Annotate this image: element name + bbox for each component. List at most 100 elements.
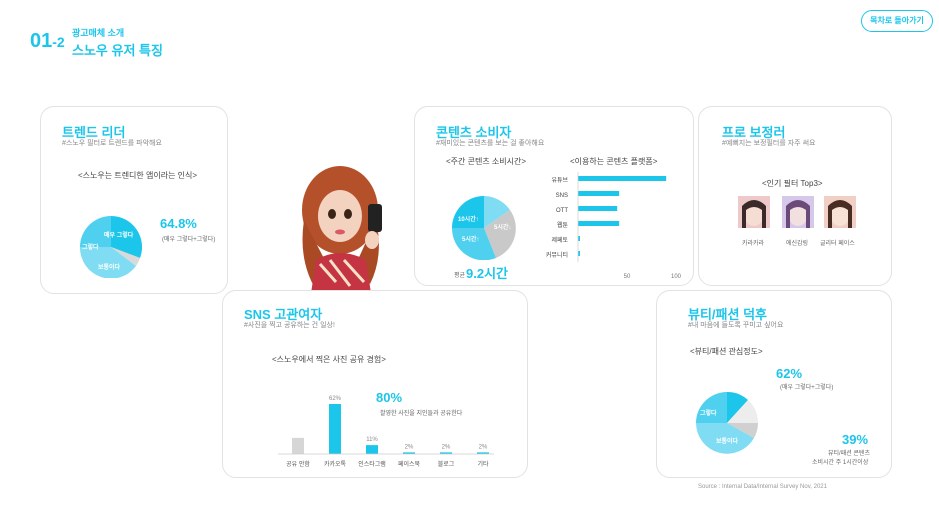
sns-subtitle: #사진을 찍고 공유하는 건 일상!	[244, 322, 335, 329]
sns-bar-value-4: 2%	[405, 444, 414, 450]
content-bar-label-6: 커뮤니티	[546, 251, 568, 259]
section-number-main: 01	[30, 30, 53, 52]
sns-bar-value-6: 2%	[479, 444, 488, 450]
content-pie-slice-1	[484, 196, 510, 228]
trend-question: <스노우는 트렌디한 앱이라는 인식>	[78, 171, 198, 180]
content-pie-label-3: 5시간↓	[494, 225, 512, 231]
toc-button[interactable]: 목차로 돌아가기	[861, 10, 933, 32]
filter-name-1: 카라카라	[742, 241, 765, 247]
beauty-pie-slice-2	[727, 400, 758, 423]
card-content-consumer	[414, 106, 694, 286]
trend-title: 트렌드 리더	[62, 125, 126, 140]
trend-pie-label-1: 매우 그렇다	[104, 233, 134, 239]
avatar-illustration	[302, 166, 382, 300]
content-pie-slice-3	[452, 228, 496, 260]
content-bar-4	[578, 221, 620, 226]
sns-bar-chart: 공유 안함 62% 카카오톡 11% 인스타그램 2% 페이스북 2% 블로그 2% 기타	[278, 396, 494, 468]
trend-pie-slice-1	[111, 216, 142, 258]
content-bar-2	[578, 191, 620, 196]
filter-name-2: 에신감링	[786, 241, 809, 247]
trend-pie-label-3: 보통이다	[98, 265, 121, 271]
trend-pie-chart	[80, 216, 142, 278]
content-pie-slice-2	[484, 210, 516, 258]
content-bar-6	[578, 251, 580, 256]
pro-title: 프로 보정러	[722, 125, 786, 140]
beauty-percent-2-note-1: 뷰티/패션 콘텐츠	[828, 451, 870, 457]
trend-pie-slice-4	[80, 216, 111, 247]
trend-percent-note: (매우 그렇다+그렇다)	[162, 237, 216, 243]
sns-bar-3	[366, 445, 378, 454]
content-bar-label-3: OTT	[556, 208, 568, 214]
sns-bar-value-5: 2%	[442, 444, 451, 450]
sns-bar-value-2: 62%	[329, 396, 342, 402]
sns-bar-label-5: 블로그	[438, 461, 455, 468]
sns-bar-6	[477, 452, 489, 454]
beauty-subtitle: #내 마음에 들도록 꾸미고 싶어요	[688, 322, 784, 329]
beauty-question: <뷰티/패션 관심정도>	[690, 347, 763, 356]
sns-bar-2	[329, 404, 341, 454]
beauty-percent-2: 39%	[842, 432, 869, 447]
sns-bar-label-2: 카카오톡	[324, 460, 347, 468]
beauty-title: 뷰티/패션 덕후	[688, 307, 767, 322]
beauty-pie-label-2: 보통이다	[716, 439, 739, 445]
filter-thumb-3	[824, 196, 856, 228]
content-pie-label-2: 5시간↑	[462, 237, 480, 243]
section-number: 01-2	[30, 30, 65, 53]
sns-bar-5	[440, 452, 452, 454]
beauty-pie-slice-1	[727, 392, 748, 423]
content-question-1: <주간 콘텐츠 소비시간>	[446, 157, 527, 166]
sns-bar-4	[403, 452, 415, 454]
sns-question: <스노우에서 찍은 사진 공유 경험>	[272, 355, 386, 364]
content-x-tick-1: 50	[624, 274, 631, 280]
content-pie-slice-4	[452, 196, 484, 228]
beauty-percent-1-note: (매우 그렇다+그렇다)	[780, 385, 834, 391]
content-bar-label-4: 웹툰	[557, 221, 569, 229]
content-pie-chart	[452, 196, 516, 260]
content-bar-5	[578, 236, 580, 241]
source-note: Source : Internal Data/Internal Survey N…	[698, 484, 827, 490]
section-category: 광고매체 소개	[72, 28, 125, 38]
content-question-2: <이용하는 콘텐츠 플랫폼>	[570, 157, 658, 166]
sns-percent: 80%	[376, 390, 403, 405]
filter-thumb-2	[782, 196, 814, 228]
beauty-pie-chart	[696, 392, 758, 454]
trend-percent: 64.8%	[160, 216, 197, 231]
sns-title: SNS 고관여자	[244, 307, 323, 322]
content-avg-label: 평균	[454, 273, 466, 279]
sns-bar-label-3: 인스타그램	[358, 460, 386, 468]
sns-bar-label-1: 공유 안함	[286, 460, 310, 468]
content-subtitle: #재미있는 콘텐츠를 보는 걸 좋아해요	[436, 140, 545, 147]
trend-pie-slice-3	[80, 247, 136, 278]
page-title: 스노우 유저 특징	[72, 43, 163, 58]
content-avg-value: 9.2시간	[466, 266, 508, 281]
filter-thumb-1	[738, 196, 770, 228]
beauty-pie-slice-3	[727, 423, 758, 438]
content-pie-label-1: 10시간↑	[458, 217, 479, 223]
beauty-pie-slice-5	[696, 392, 727, 423]
pro-subtitle: #예뻐지는 보정필터를 자주 써요	[722, 140, 816, 147]
card-beauty	[656, 290, 892, 478]
content-bar-label-5: 제페토	[551, 236, 568, 244]
content-title: 콘텐츠 소비자	[436, 125, 512, 140]
section-number-sub: -2	[52, 34, 65, 50]
trend-subtitle: #스노우 필터로 트렌드를 파악해요	[62, 140, 162, 147]
pro-question: <인기 필터 Top3>	[762, 179, 823, 188]
filter-name-3: 글리터 페이스	[820, 241, 855, 247]
content-bar-label-2: SNS	[556, 193, 568, 199]
content-x-tick-2: 100	[671, 274, 682, 280]
beauty-pie-slice-4	[696, 423, 754, 454]
sns-bar-value-3: 11%	[366, 437, 378, 443]
content-bar-1	[578, 176, 667, 181]
trend-pie-slice-2	[111, 247, 140, 266]
sns-percent-note: 촬영한 사진을 지인들과 공유한다	[380, 411, 463, 417]
sns-bar-1	[292, 437, 304, 454]
content-bar-3	[578, 206, 618, 211]
sns-bar-label-6: 기타	[477, 460, 489, 468]
beauty-percent-1: 62%	[776, 366, 803, 381]
sns-bar-label-4: 페이스북	[398, 460, 421, 468]
beauty-pie-label-1: 그렇다	[700, 411, 717, 417]
beauty-percent-2-note-2: 소비시간 주 1시간이상	[812, 460, 869, 466]
content-bar-label-1: 유튜브	[551, 177, 568, 184]
trend-pie-label-2: 그렇다	[82, 245, 99, 251]
